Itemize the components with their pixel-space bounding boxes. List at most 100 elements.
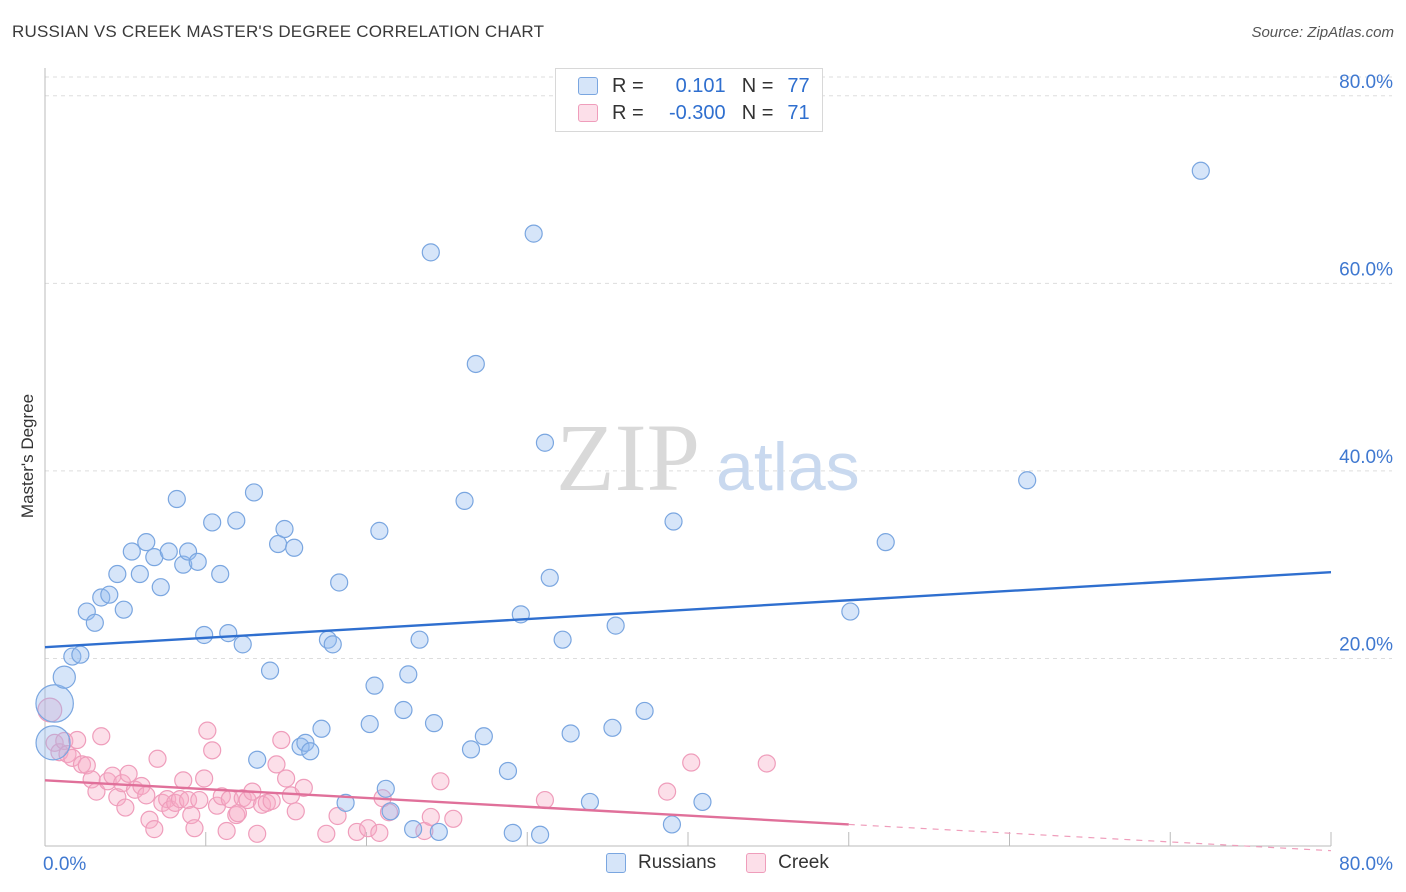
creek-point: [119, 764, 138, 783]
russian-point: [330, 573, 349, 592]
russian-point: [114, 600, 133, 619]
creek-point: [272, 730, 291, 750]
legend-item-russians[interactable]: Russians: [606, 852, 716, 874]
legend-r-label: R =: [612, 101, 644, 124]
russian-point: [376, 779, 395, 798]
russian-point: [606, 616, 625, 635]
russian-point: [664, 512, 683, 531]
creek-point: [148, 749, 167, 768]
russian-point: [474, 727, 493, 746]
russian-point: [841, 602, 860, 621]
axes: [44, 68, 1332, 847]
creek-point: [267, 755, 286, 774]
creek-point: [277, 769, 296, 788]
russian-point: [580, 792, 600, 812]
y-axis-label: Master's Degree: [18, 393, 37, 519]
creek-point: [535, 790, 555, 810]
creek-point: [116, 798, 135, 817]
russian-point: [466, 354, 485, 374]
russian-point: [52, 665, 76, 689]
russian-point: [553, 630, 572, 649]
creek-swatch: [746, 853, 767, 873]
russian-point: [35, 725, 71, 761]
legend-r-value: 0.101: [675, 74, 726, 97]
russian-point: [693, 792, 712, 812]
legend-creek-label: Creek: [778, 852, 829, 873]
russian-point: [662, 815, 682, 834]
y-tick-label: 60.0%: [1339, 259, 1393, 280]
legend-n-value: 71: [787, 101, 810, 124]
russian-point: [1018, 471, 1037, 490]
russian-point: [130, 564, 149, 584]
creek-point: [137, 786, 156, 805]
trend-lines: [44, 570, 1332, 852]
russian-point: [531, 825, 550, 844]
russian-point: [71, 645, 90, 664]
y-tick-label: 80.0%: [1339, 72, 1393, 93]
correlation-legend: R = 0.101 N = 77 R = -0.300 N = 71: [555, 68, 823, 132]
legend-r-label: R =: [612, 74, 644, 97]
creek-point: [359, 819, 378, 838]
russian-point: [410, 630, 429, 649]
watermark-atlas: atlas: [716, 429, 860, 505]
russian-point: [122, 542, 141, 561]
russian-point: [1191, 161, 1210, 180]
creek-point: [98, 772, 117, 791]
russian-point: [503, 823, 522, 842]
series-legend: Russians Creek: [606, 852, 859, 874]
russian-point: [167, 489, 186, 509]
russian-point: [394, 700, 413, 720]
creek-point: [444, 809, 463, 828]
creek-point: [294, 778, 313, 797]
russian-point: [312, 719, 331, 738]
russian-point: [370, 521, 389, 540]
russian-point: [227, 511, 246, 530]
russian-point: [85, 613, 104, 632]
creek-point: [217, 821, 236, 841]
legend-item-creek[interactable]: Creek: [746, 852, 829, 874]
russian-point: [195, 625, 214, 645]
legend-row-russians: R = 0.101 N = 77: [578, 73, 810, 99]
russian-point: [399, 665, 418, 684]
russian-point: [365, 676, 384, 695]
y-tick-label: 20.0%: [1339, 634, 1393, 655]
source-label: Source: ZipAtlas.com: [1251, 24, 1394, 41]
russian-point: [535, 433, 555, 452]
russian-point: [35, 684, 74, 723]
russian-point: [336, 793, 355, 812]
russian-point: [540, 568, 559, 587]
creek-points: [37, 697, 776, 843]
russian-point: [461, 740, 481, 759]
creek-point: [203, 741, 222, 760]
russian-point: [301, 742, 320, 761]
russian-point: [219, 624, 238, 643]
russian-point: [159, 542, 178, 561]
russian-point: [248, 750, 267, 769]
creek-point: [262, 791, 281, 811]
russian-point: [188, 552, 207, 571]
creek-swatch: [578, 104, 598, 122]
creek-point: [379, 803, 399, 822]
russian-point: [421, 243, 440, 262]
russian-point: [296, 733, 315, 752]
russian-point: [603, 718, 622, 737]
creek-point: [92, 727, 111, 746]
creek-point: [198, 721, 217, 740]
russian-point: [455, 491, 474, 510]
creek-point: [185, 819, 204, 838]
creek-point: [682, 753, 701, 772]
russian-point: [275, 519, 294, 539]
legend-russians-label: Russians: [638, 852, 717, 873]
watermark-zip: ZIP: [556, 404, 700, 511]
chart-title: RUSSIAN VS CREEK MASTER'S DEGREE CORRELA…: [12, 22, 545, 41]
creek-point: [195, 769, 214, 788]
creek-point: [370, 823, 389, 842]
creek-point: [347, 822, 366, 842]
y-tick-label: 40.0%: [1339, 447, 1393, 468]
creek-point: [286, 802, 305, 821]
gridlines: [45, 76, 1392, 659]
creek-point: [431, 772, 450, 791]
creek-point: [68, 730, 87, 750]
creek-point: [421, 807, 440, 827]
